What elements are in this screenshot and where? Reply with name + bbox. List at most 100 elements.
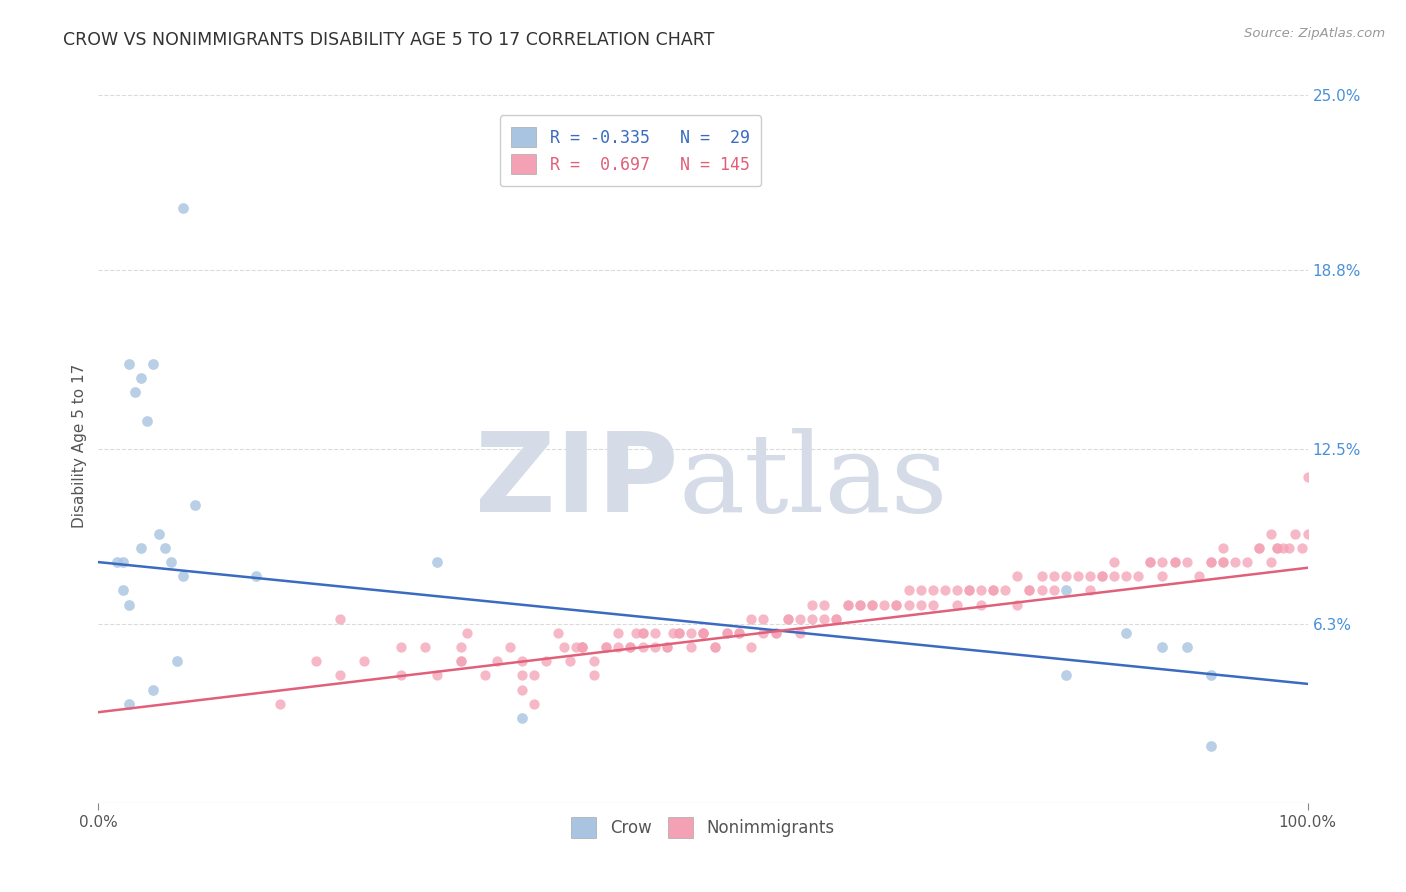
Point xyxy=(837,598,859,612)
Point xyxy=(1236,555,1258,569)
Point xyxy=(184,499,207,513)
Point xyxy=(450,640,472,654)
Point xyxy=(565,640,588,654)
Point xyxy=(789,612,811,626)
Point xyxy=(825,612,848,626)
Point xyxy=(679,626,702,640)
Point xyxy=(981,583,1004,598)
Point xyxy=(1031,583,1053,598)
Point xyxy=(1212,541,1234,555)
Point xyxy=(1042,583,1064,598)
Point xyxy=(1078,569,1101,583)
Point xyxy=(1102,569,1125,583)
Point xyxy=(897,598,920,612)
Point xyxy=(450,654,472,668)
Point xyxy=(111,555,134,569)
Point xyxy=(389,668,412,682)
Point xyxy=(716,626,738,640)
Point xyxy=(957,583,980,598)
Point xyxy=(142,357,165,371)
Point xyxy=(1199,555,1222,569)
Point xyxy=(1267,541,1289,555)
Point xyxy=(776,612,799,626)
Point xyxy=(583,668,606,682)
Point xyxy=(111,583,134,598)
Point xyxy=(813,598,835,612)
Point xyxy=(1042,569,1064,583)
Point xyxy=(1163,555,1185,569)
Point xyxy=(135,413,157,427)
Point xyxy=(994,583,1017,598)
Point xyxy=(1115,569,1137,583)
Point xyxy=(1007,598,1029,612)
Point xyxy=(607,640,630,654)
Point xyxy=(426,668,449,682)
Point xyxy=(571,640,593,654)
Point xyxy=(474,668,496,682)
Point xyxy=(704,640,727,654)
Point xyxy=(245,569,267,583)
Point xyxy=(1115,626,1137,640)
Point xyxy=(389,640,412,654)
Point xyxy=(1031,569,1053,583)
Point xyxy=(1212,555,1234,569)
Point xyxy=(1249,541,1271,555)
Point xyxy=(558,654,581,668)
Point xyxy=(1291,541,1313,555)
Point xyxy=(692,626,714,640)
Point xyxy=(456,626,478,640)
Point xyxy=(910,583,932,598)
Point xyxy=(1175,640,1198,654)
Point xyxy=(153,541,176,555)
Point xyxy=(716,626,738,640)
Point xyxy=(172,569,194,583)
Point xyxy=(1175,555,1198,569)
Point xyxy=(644,626,666,640)
Point xyxy=(1128,569,1150,583)
Point xyxy=(970,598,993,612)
Point xyxy=(728,626,751,640)
Point xyxy=(728,626,751,640)
Point xyxy=(129,371,152,385)
Point xyxy=(450,654,472,668)
Point xyxy=(921,583,943,598)
Point xyxy=(789,626,811,640)
Point xyxy=(1152,569,1174,583)
Point xyxy=(619,640,641,654)
Point xyxy=(800,598,823,612)
Point xyxy=(1188,569,1211,583)
Point xyxy=(800,612,823,626)
Point xyxy=(849,598,872,612)
Point xyxy=(607,626,630,640)
Point xyxy=(946,583,969,598)
Point xyxy=(813,612,835,626)
Point xyxy=(1102,555,1125,569)
Point xyxy=(1163,555,1185,569)
Point xyxy=(668,626,690,640)
Y-axis label: Disability Age 5 to 17: Disability Age 5 to 17 xyxy=(72,364,87,528)
Point xyxy=(1007,569,1029,583)
Point xyxy=(353,654,375,668)
Point xyxy=(1260,555,1282,569)
Point xyxy=(583,654,606,668)
Point xyxy=(510,654,533,668)
Point xyxy=(595,640,617,654)
Point xyxy=(752,612,775,626)
Point xyxy=(644,640,666,654)
Point xyxy=(148,526,170,541)
Point xyxy=(269,697,291,711)
Point xyxy=(704,640,727,654)
Point xyxy=(740,612,762,626)
Point xyxy=(413,640,436,654)
Point xyxy=(1152,555,1174,569)
Point xyxy=(752,626,775,640)
Point xyxy=(619,640,641,654)
Point xyxy=(1054,583,1077,598)
Point xyxy=(486,654,509,668)
Point xyxy=(118,357,141,371)
Point xyxy=(1054,668,1077,682)
Point xyxy=(825,612,848,626)
Point xyxy=(886,598,908,612)
Point xyxy=(1091,569,1114,583)
Point xyxy=(1272,541,1295,555)
